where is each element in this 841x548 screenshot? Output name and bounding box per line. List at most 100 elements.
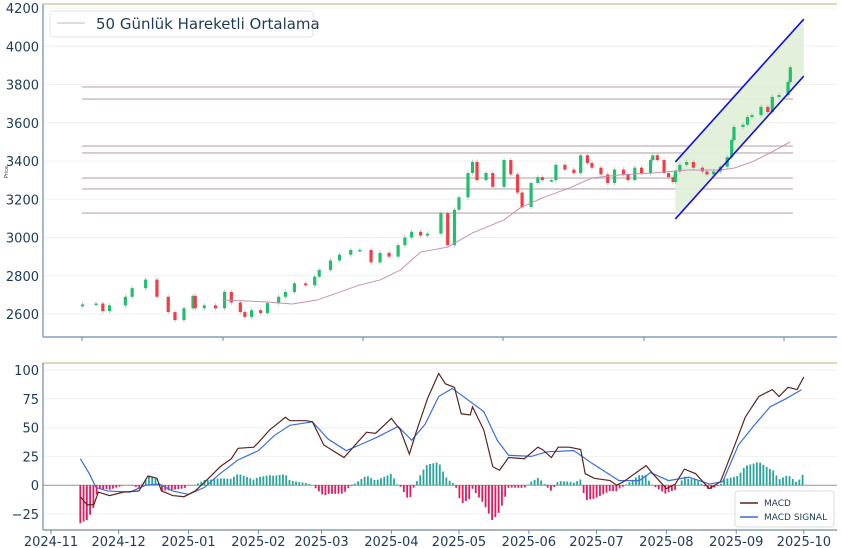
candle-down (173, 312, 177, 321)
price-legend-box (49, 10, 314, 38)
histogram-bar (510, 485, 513, 488)
candle-up (108, 305, 112, 312)
macd-lines (79, 372, 805, 506)
histogram-bar (367, 476, 369, 486)
histogram-bar (308, 484, 310, 486)
histogram-bar (491, 485, 494, 520)
legend-ma-label: 50 Günlük Hareketli Ortalama (96, 15, 320, 33)
histogram-bar (85, 485, 88, 521)
macd-x-tick-label: 2025-02 (231, 535, 285, 548)
histogram-bar (219, 478, 222, 486)
candle-up (182, 308, 186, 321)
histogram-bar (746, 465, 748, 486)
price-y-tick-label: 3600 (6, 117, 39, 132)
histogram-bar (373, 479, 376, 486)
histogram-bar (412, 485, 415, 488)
macd-y-tick-label: 25 (22, 450, 39, 465)
macd-x-tick-label: 2025-01 (161, 535, 215, 548)
histogram-bar (572, 482, 575, 486)
legend-macd-label: MACD (764, 499, 791, 509)
histogram-bar (314, 485, 317, 489)
histogram-bar (167, 485, 170, 491)
candle-up (403, 237, 407, 246)
histogram-bar (700, 483, 703, 486)
histogram-bar (546, 485, 549, 488)
histogram-bar (775, 475, 778, 486)
histogram-bar (595, 485, 598, 498)
histogram-bar (742, 468, 745, 486)
histogram-bar (357, 481, 360, 486)
histogram-bar (170, 485, 173, 490)
candle-up (612, 169, 617, 183)
macd-x-tick-label: 2024-12 (91, 535, 145, 548)
histogram-bar (206, 479, 209, 486)
histogram-bar (180, 485, 183, 489)
candle-up (130, 288, 134, 297)
histogram-bar (484, 485, 487, 508)
histogram-bar (625, 484, 628, 486)
histogram-bar (674, 485, 677, 490)
histogram-bar (380, 478, 382, 486)
histogram-bar (628, 482, 631, 486)
histogram-bar (334, 485, 337, 494)
price-panel: 2600 2800 3000 3200 3400 3600 3800 4000 4200 Pri… (4, 2, 837, 341)
histogram-bar (455, 485, 458, 488)
price-legend: 50 Günlük Hareketli Ortalama (49, 10, 320, 38)
histogram-bar (468, 485, 471, 500)
histogram-bar (661, 485, 663, 492)
histogram-bar (174, 485, 176, 490)
candle-down (155, 279, 159, 297)
histogram-bar (233, 476, 235, 486)
price-y-tick-label: 2800 (6, 270, 39, 285)
histogram-bar (762, 464, 765, 486)
candle-up (202, 305, 206, 309)
candle-down (387, 252, 391, 257)
histogram-bar (602, 485, 605, 495)
histogram-bar (340, 485, 343, 494)
histogram-bar (759, 462, 762, 486)
macd-signal-line (79, 387, 802, 496)
candle-up (396, 245, 400, 257)
candle-down (606, 174, 610, 183)
candle-up (292, 283, 297, 293)
candle-up (536, 177, 540, 183)
candle-up (250, 310, 254, 317)
histogram-bar (569, 481, 572, 486)
candle-down (238, 302, 242, 313)
candle-down (621, 169, 626, 175)
histogram-bar (154, 478, 157, 486)
histogram-bar (612, 485, 614, 492)
histogram-bar (501, 485, 503, 506)
histogram-bar (684, 476, 686, 486)
histogram-bar (298, 482, 301, 486)
histogram-bar (543, 483, 546, 486)
macd-y-tick-label: 0 (31, 479, 39, 494)
histogram-bar (585, 485, 588, 500)
histogram-bar (778, 479, 781, 486)
candle-down (369, 249, 373, 263)
histogram-bar (409, 485, 412, 498)
histogram-bar (618, 485, 621, 489)
candle-up (470, 161, 475, 174)
candle-up (457, 197, 461, 210)
histogram-bar (445, 477, 448, 486)
candle-down (766, 106, 770, 113)
histogram-bar (765, 466, 768, 486)
histogram-bar (239, 474, 242, 486)
macd-x-tick-label: 2025-09 (709, 535, 763, 548)
histogram-bar (288, 479, 291, 486)
candle-down (243, 312, 247, 317)
histogram-bar (262, 476, 265, 486)
candle-up (484, 173, 488, 181)
histogram-bar (213, 479, 216, 486)
candle-down (304, 283, 308, 286)
histogram-bar (321, 485, 324, 495)
histogram-bar (344, 485, 346, 492)
histogram-bar (402, 485, 405, 493)
macd-x-tick-label: 2025-05 (432, 535, 486, 548)
candle-up (123, 296, 127, 306)
macd-y-tick-label: 100 (14, 364, 39, 379)
candle-down (563, 164, 567, 170)
candle-up (579, 155, 583, 174)
